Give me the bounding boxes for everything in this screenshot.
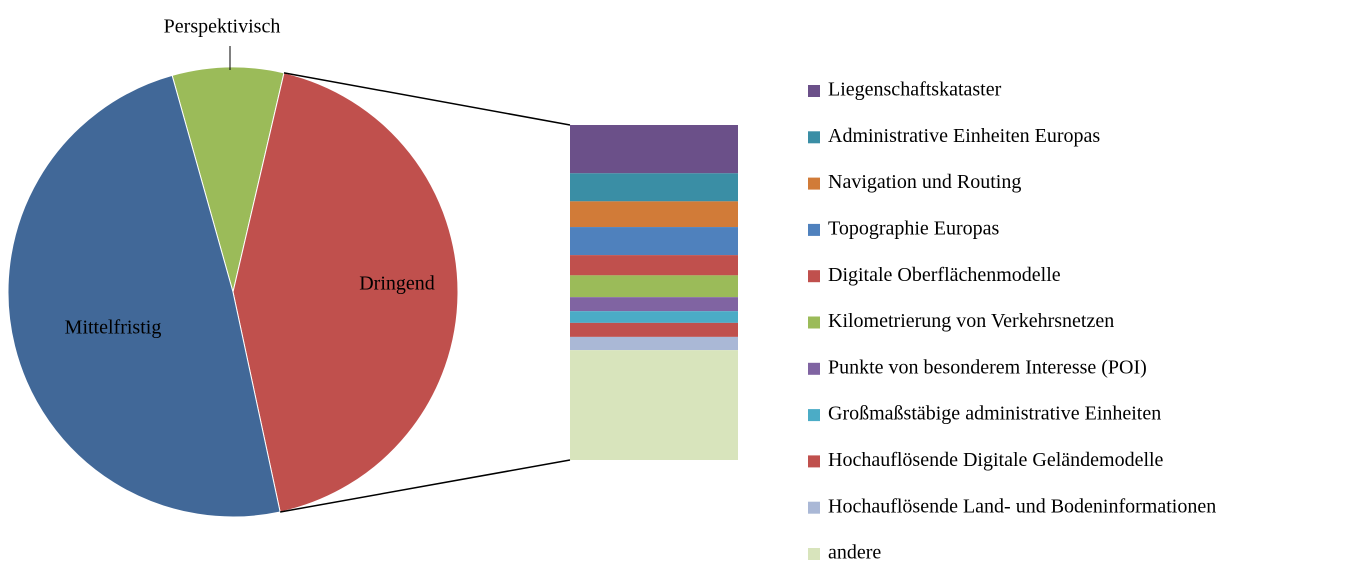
legend-label: Topographie Europas — [828, 217, 1000, 239]
legend-swatch — [808, 131, 820, 144]
legend-label: Hochauflösende Land- und Bodeninformatio… — [828, 495, 1216, 517]
bar-segment — [570, 125, 738, 174]
bar-segment — [570, 311, 738, 323]
legend-swatch — [808, 270, 820, 283]
legend-swatch — [808, 316, 820, 329]
pie-slice — [7, 74, 281, 518]
legend-label: Digitale Oberflächenmodelle — [828, 264, 1061, 286]
connector — [280, 459, 571, 513]
pie-slice — [171, 66, 285, 293]
legend-swatch — [808, 548, 820, 560]
legend-swatch — [808, 177, 820, 190]
legend-swatch — [808, 501, 820, 514]
slice-label: Mittelfristig — [65, 317, 162, 339]
bar-segment — [570, 336, 738, 351]
bar-segment — [570, 255, 738, 276]
legend-label: Großmaßstäbige administrative Einheiten — [828, 403, 1161, 425]
bar-segment — [570, 297, 738, 312]
legend-label: andere — [828, 542, 881, 564]
legend-swatch — [808, 85, 820, 97]
legend-swatch — [808, 362, 820, 375]
bar-segment — [570, 322, 738, 337]
legend-label: Hochauflösende Digitale Geländemodelle — [828, 449, 1164, 471]
legend-swatch — [808, 223, 820, 236]
connector — [283, 72, 571, 126]
legend-label: Navigation und Routing — [828, 171, 1021, 193]
legend-swatch — [808, 455, 820, 468]
legend-label: Punkte von besonderem Interesse (POI) — [828, 356, 1147, 378]
legend-label: Administrative Einheiten Europas — [828, 125, 1100, 147]
bar-segment — [570, 275, 738, 298]
bar-segment — [570, 201, 738, 228]
legend-label: Kilometrierung von Verkehrsnetzen — [828, 310, 1114, 332]
legend-swatch — [808, 409, 820, 422]
bar-segment — [570, 227, 738, 256]
pie-slice — [232, 72, 459, 513]
legend-label: Liegenschaftskataster — [828, 79, 1002, 101]
bar-segment — [570, 350, 738, 460]
slice-label: Dringend — [359, 273, 435, 295]
bar-segment — [570, 173, 738, 202]
slice-label: Perspektivisch — [164, 16, 281, 38]
